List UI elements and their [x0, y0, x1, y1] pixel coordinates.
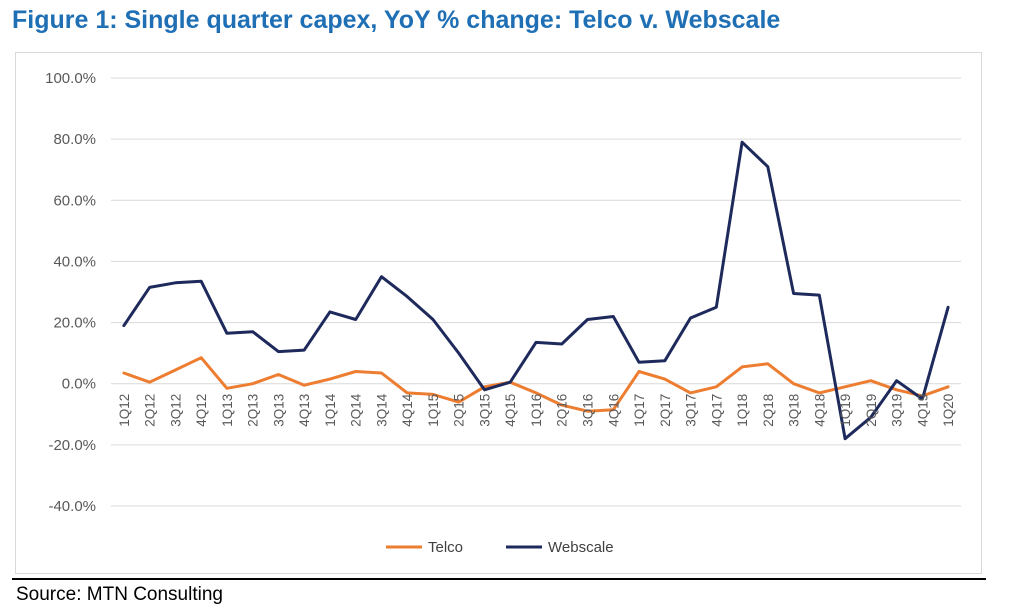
y-tick-label: 0.0% [62, 376, 96, 393]
x-tick-label: 2Q13 [246, 394, 261, 427]
x-tick-label: 1Q17 [632, 394, 647, 427]
x-tick-label: 2Q12 [143, 394, 158, 427]
x-tick-label: 3Q18 [787, 394, 802, 427]
x-tick-label: 2Q15 [452, 394, 467, 427]
x-tick-label: 4Q19 [915, 394, 930, 427]
y-tick-label: 80.0% [53, 131, 96, 148]
x-tick-label: 4Q15 [503, 394, 518, 427]
y-tick-label: 60.0% [53, 192, 96, 209]
x-tick-label: 4Q12 [194, 394, 209, 427]
chart-area: 100.0% 80.0% 60.0% 40.0% 20.0% 0.0% -20.0% -40.… [15, 52, 982, 574]
x-tick-label: 2Q18 [761, 394, 776, 427]
x-tick-label: 1Q13 [220, 394, 235, 427]
figure-title: Figure 1: Single quarter capex, YoY % ch… [12, 6, 781, 34]
x-tick-label: 2Q19 [864, 394, 879, 427]
legend-label-webscale: Webscale [548, 539, 614, 556]
y-tick-label: -40.0% [48, 498, 96, 515]
x-tick-label: 1Q19 [838, 394, 853, 427]
x-tick-label: 4Q18 [812, 394, 827, 427]
y-axis-tick-labels: 100.0% 80.0% 60.0% 40.0% 20.0% 0.0% -20.0% -40.… [45, 70, 96, 515]
x-tick-label: 1Q14 [323, 393, 338, 427]
series-lines [122, 140, 950, 441]
x-tick-label: 4Q13 [297, 394, 312, 427]
x-tick-label: 3Q13 [271, 394, 286, 427]
y-tick-label: 40.0% [53, 253, 96, 270]
x-tick-label: 3Q16 [581, 394, 596, 427]
x-tick-label: 2Q17 [658, 394, 673, 427]
x-tick-label: 1Q15 [426, 394, 441, 427]
source-note: Source: MTN Consulting [16, 584, 223, 605]
y-tick-label: -20.0% [48, 437, 96, 454]
x-tick-label: 3Q15 [477, 394, 492, 427]
x-tick-label: 1Q18 [735, 394, 750, 427]
series-line-telco [122, 356, 950, 413]
line-chart: 100.0% 80.0% 60.0% 40.0% 20.0% 0.0% -20.0% -40.… [45, 70, 961, 556]
bottom-divider [12, 578, 986, 580]
x-tick-label: 4Q14 [400, 393, 415, 427]
x-tick-label: 2Q14 [349, 393, 364, 427]
x-tick-label: 3Q17 [684, 394, 699, 427]
x-tick-label: 4Q16 [606, 394, 621, 427]
legend-label-telco: Telco [428, 539, 463, 556]
x-tick-label: 1Q20 [941, 394, 956, 427]
x-tick-label: 3Q14 [374, 393, 389, 427]
y-tick-label: 100.0% [45, 70, 96, 87]
x-tick-label: 3Q19 [890, 394, 905, 427]
x-tick-label: 1Q16 [529, 394, 544, 427]
series-line-webscale [122, 140, 950, 441]
x-axis-tick-labels: 1Q12 2Q12 3Q12 4Q12 1Q13 2Q13 3Q13 4Q13 1Q14 2Q14… [117, 393, 956, 427]
x-tick-label: 2Q16 [555, 394, 570, 427]
legend: Telco Webscale [386, 539, 614, 556]
x-tick-label: 1Q12 [117, 394, 132, 427]
x-tick-label: 3Q12 [168, 394, 183, 427]
x-tick-label: 4Q17 [709, 394, 724, 427]
y-tick-label: 20.0% [53, 315, 96, 332]
gridlines [111, 77, 961, 507]
